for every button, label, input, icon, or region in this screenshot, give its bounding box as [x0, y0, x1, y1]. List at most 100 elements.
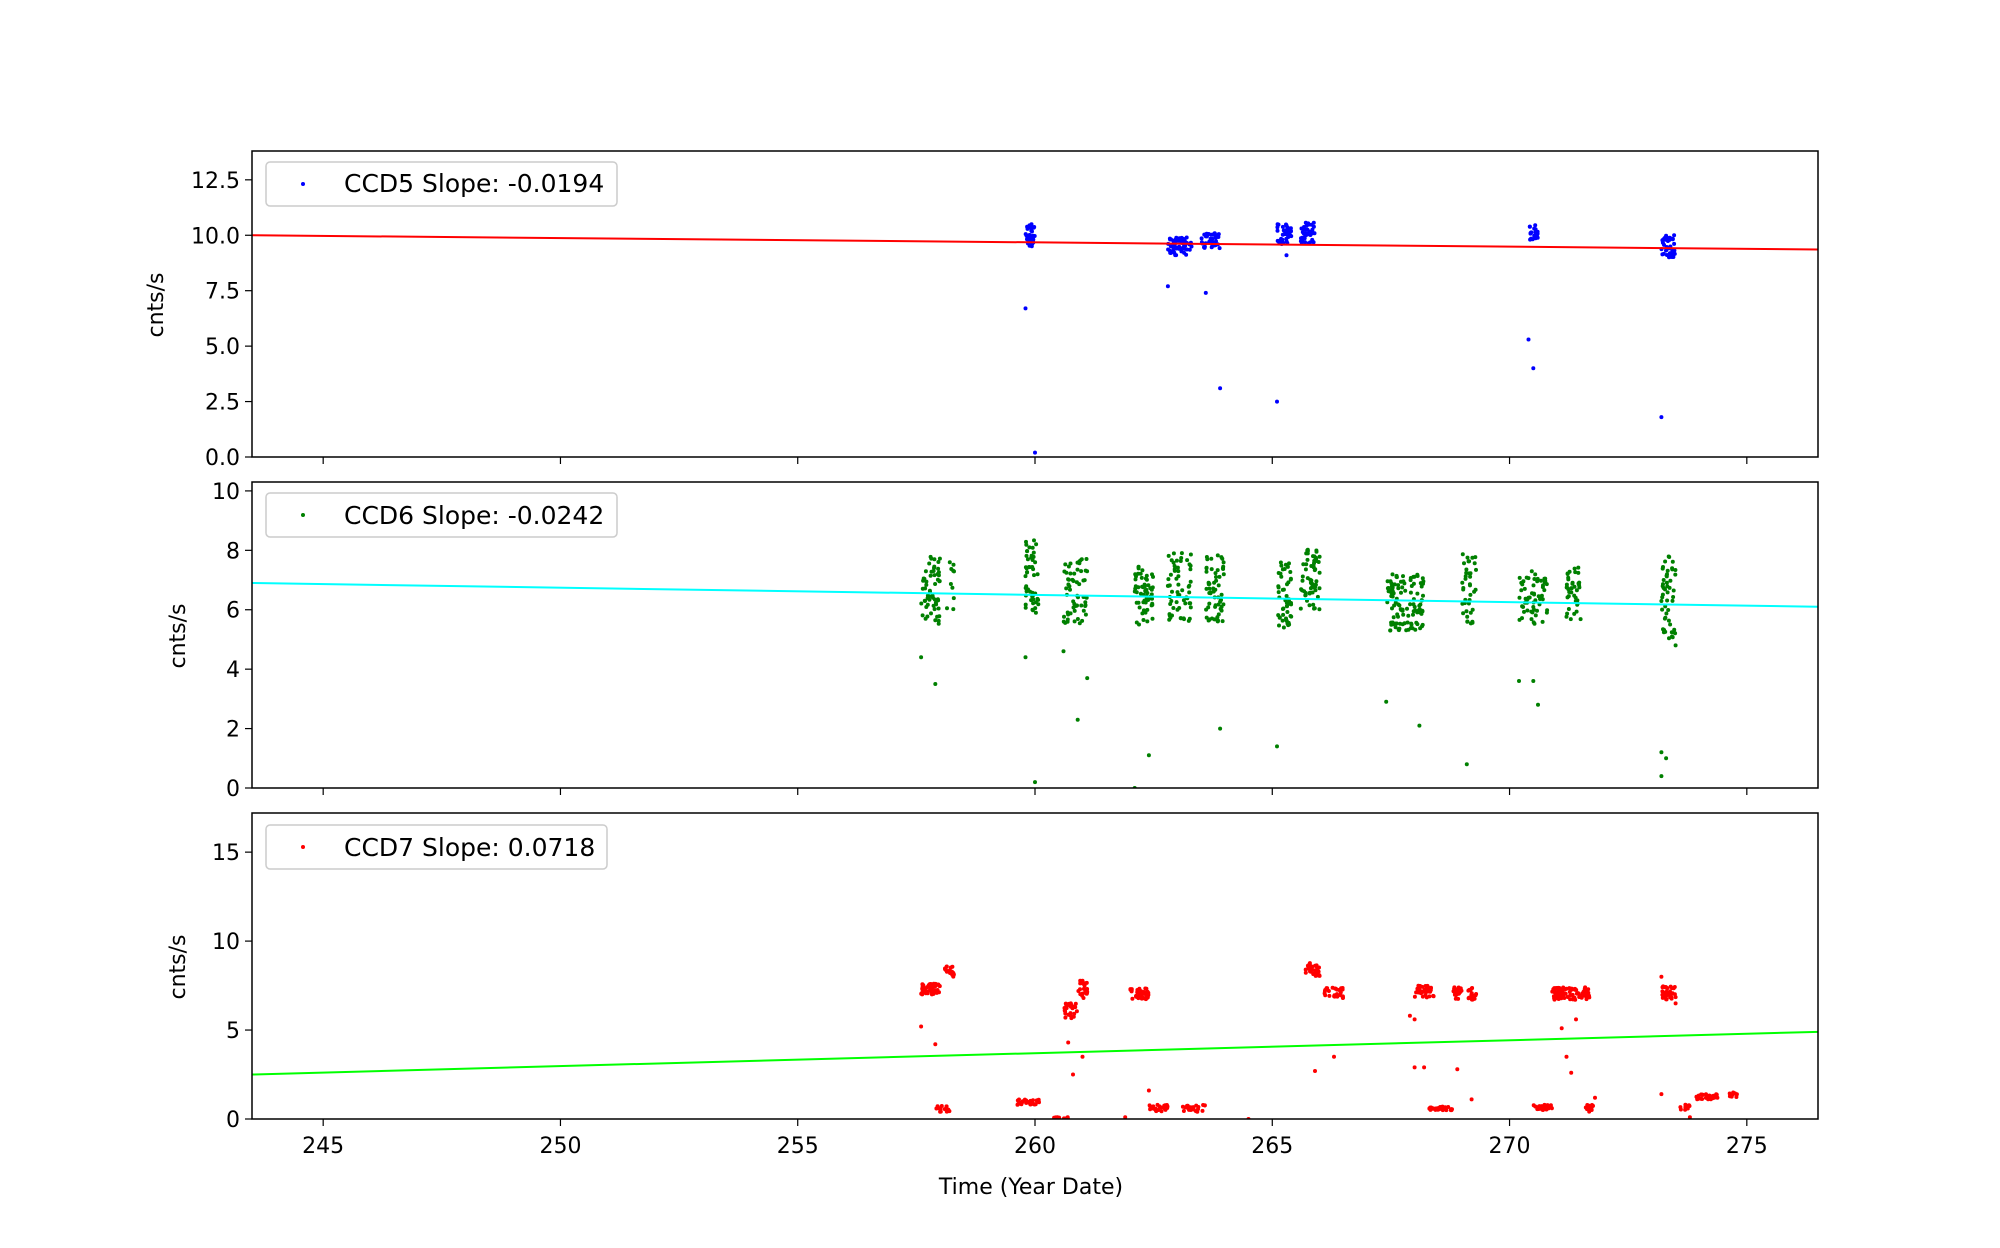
- data-point: [1214, 575, 1218, 579]
- data-point: [1544, 610, 1549, 615]
- data-point: [1464, 570, 1469, 575]
- data-point: [1458, 986, 1463, 991]
- data-point: [1063, 1009, 1068, 1014]
- data-point: [1208, 236, 1213, 241]
- data-point: [1541, 1104, 1546, 1109]
- data-point: [1673, 572, 1678, 577]
- data-point: [1414, 620, 1419, 625]
- data-point: [1175, 565, 1180, 570]
- data-point: [920, 990, 925, 995]
- data-point: [1421, 593, 1425, 598]
- data-point: [1207, 601, 1212, 606]
- y-tick-label: 2: [226, 718, 240, 743]
- data-point: [1304, 232, 1309, 237]
- data-point: [1659, 750, 1664, 755]
- data-point: [1530, 237, 1535, 242]
- data-point: [1284, 222, 1288, 227]
- legend-marker: [301, 513, 305, 517]
- fit-line: [252, 1030, 1818, 1076]
- data-point: [1390, 606, 1394, 611]
- data-point: [1028, 225, 1033, 230]
- data-point: [1415, 610, 1420, 615]
- data-point: [1281, 612, 1286, 617]
- data-point: [1527, 595, 1532, 600]
- data-point: [1529, 609, 1534, 614]
- data-point: [1082, 578, 1087, 583]
- data-point: [1133, 577, 1138, 582]
- data-point: [1078, 992, 1083, 997]
- data-point: [1212, 580, 1217, 585]
- data-point: [1181, 598, 1186, 603]
- data-point: [1033, 610, 1038, 615]
- data-point: [1302, 589, 1307, 594]
- data-point: [1660, 566, 1665, 571]
- data-point: [1671, 595, 1676, 599]
- data-point: [932, 564, 937, 569]
- data-point: [1467, 559, 1472, 564]
- data-point: [1406, 613, 1411, 618]
- data-point: [1310, 229, 1315, 234]
- data-point: [935, 597, 940, 602]
- data-point: [1540, 1107, 1545, 1112]
- data-point: [1574, 588, 1579, 593]
- data-point: [1315, 594, 1320, 599]
- data-point: [1068, 587, 1072, 592]
- data-point: [1075, 717, 1080, 722]
- data-point: [1311, 602, 1316, 607]
- data-point: [1188, 579, 1193, 584]
- data-point: [1704, 1092, 1708, 1097]
- data-point: [1564, 582, 1569, 587]
- y-tick-label: 4: [226, 658, 240, 683]
- data-point: [1401, 574, 1405, 579]
- data-point: [1540, 619, 1545, 624]
- data-point: [1396, 583, 1401, 588]
- ylabel: cnts/s: [144, 272, 169, 337]
- data-point: [1029, 237, 1034, 242]
- data-point: [1289, 614, 1294, 619]
- data-point: [1024, 542, 1029, 547]
- data-point: [933, 618, 938, 623]
- data-point: [1154, 1108, 1158, 1113]
- data-point: [924, 985, 929, 990]
- data-point: [1068, 571, 1073, 576]
- data-point: [1142, 598, 1147, 603]
- y-tick-label: 10: [212, 930, 240, 955]
- data-point: [1140, 568, 1145, 573]
- data-point: [1456, 996, 1461, 1001]
- data-point: [1389, 594, 1394, 599]
- data-point: [1169, 244, 1173, 249]
- data-point: [1061, 649, 1066, 654]
- data-point: [1393, 600, 1398, 605]
- data-point: [1668, 622, 1673, 627]
- data-point: [1309, 564, 1314, 568]
- data-point: [937, 983, 942, 988]
- data-point: [1562, 987, 1567, 992]
- data-point: [1073, 1001, 1078, 1006]
- data-point: [1670, 566, 1675, 571]
- data-point: [1024, 1098, 1029, 1103]
- data-point: [1172, 568, 1177, 573]
- data-point: [1207, 617, 1212, 622]
- data-point: [1216, 602, 1221, 607]
- data-point: [1064, 586, 1069, 591]
- data-point: [1174, 558, 1179, 563]
- data-point: [1401, 612, 1406, 617]
- x-tick-label: 265: [1251, 1134, 1293, 1159]
- data-point: [945, 606, 949, 611]
- data-point: [1572, 593, 1577, 598]
- data-point: [1558, 995, 1563, 1000]
- data-point: [1338, 990, 1343, 995]
- legend-box: [265, 161, 618, 207]
- data-point: [1179, 556, 1184, 560]
- data-point: [1474, 567, 1478, 572]
- data-point: [1180, 1104, 1185, 1109]
- data-point: [1529, 617, 1534, 622]
- data-point: [1079, 603, 1084, 608]
- data-point: [1535, 608, 1539, 613]
- data-point: [1171, 551, 1176, 556]
- data-point: [1314, 548, 1319, 553]
- data-point: [1184, 252, 1189, 257]
- data-point: [1275, 744, 1279, 749]
- data-point: [1519, 588, 1524, 593]
- data-point: [1695, 1096, 1700, 1101]
